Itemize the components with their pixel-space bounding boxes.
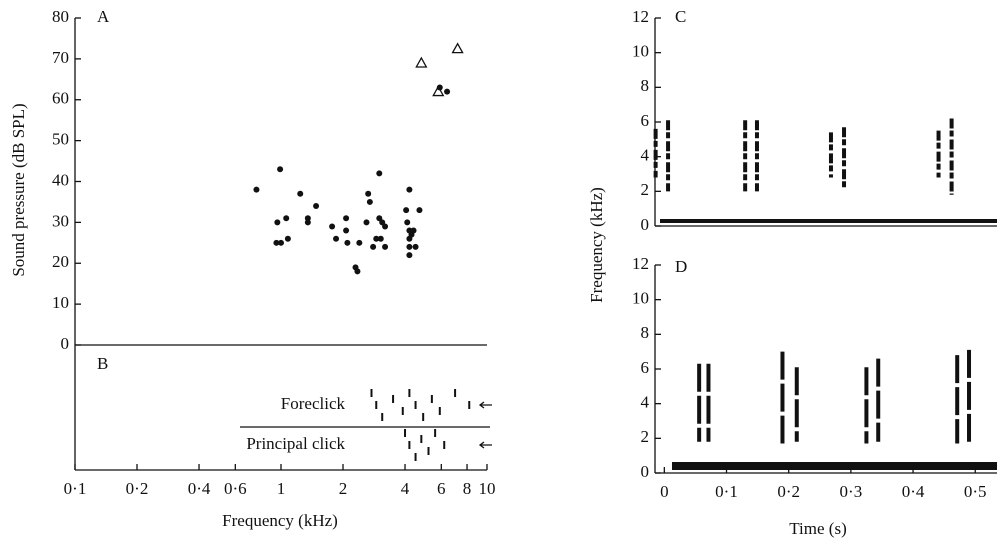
dot-point	[410, 227, 417, 234]
dot-point	[412, 243, 419, 250]
y-tick-label: 4	[641, 393, 650, 412]
triangle-point	[415, 56, 428, 68]
dot-point	[363, 219, 370, 226]
panel-label: C	[675, 7, 686, 26]
noise-band	[660, 219, 997, 223]
dot-point	[356, 239, 363, 246]
dot-point	[273, 239, 280, 246]
dot-point	[313, 203, 320, 210]
x-tick-label: 0·4	[902, 482, 925, 501]
dot-point	[365, 190, 372, 197]
dot-point	[376, 170, 383, 177]
dot-point	[343, 227, 350, 234]
dot-point	[406, 186, 413, 193]
y-axis-label: Frequency (kHz)	[587, 187, 606, 303]
panel-label: D	[675, 257, 687, 276]
dot-point	[253, 186, 260, 193]
y-tick-label: 6	[641, 111, 650, 130]
dot-point	[382, 223, 389, 230]
dot-point	[283, 215, 290, 222]
row-label: Foreclick	[281, 394, 346, 413]
y-tick-label: 60	[52, 89, 69, 108]
y-tick-label: 70	[52, 48, 69, 67]
x-tick-label: 0·1	[64, 479, 87, 498]
y-tick-label: 50	[52, 130, 69, 149]
dot-point	[344, 239, 351, 246]
y-tick-label: 2	[641, 427, 650, 446]
dot-point	[278, 239, 284, 246]
x-tick-label: 0	[660, 482, 669, 501]
x-tick-label: 0·2	[777, 482, 800, 501]
x-tick-label: 0·6	[224, 479, 247, 498]
dot-point	[304, 219, 311, 226]
triangle-point	[451, 42, 464, 54]
x-tick-label: 6	[437, 479, 446, 498]
y-tick-label: 10	[632, 42, 649, 61]
dot-point	[329, 223, 336, 230]
x-tick-label: 0·3	[840, 482, 863, 501]
y-axis-label: Sound pressure (dB SPL)	[9, 103, 28, 276]
x-tick-label: 2	[339, 479, 348, 498]
x-tick-label: 4	[401, 479, 410, 498]
noise-band	[672, 462, 997, 470]
y-tick-label: 30	[52, 211, 69, 230]
y-tick-label: 8	[641, 76, 650, 95]
y-tick-label: 40	[52, 170, 69, 189]
x-tick-label: 0·1	[715, 482, 738, 501]
y-tick-label: 10	[632, 289, 649, 308]
arrow	[478, 401, 492, 409]
triangle-point	[432, 85, 445, 97]
dot-point	[416, 207, 423, 214]
panel-label: B	[97, 354, 108, 373]
x-tick-label: 0·5	[964, 482, 987, 501]
dot-point	[406, 252, 413, 259]
dot-point	[297, 190, 304, 197]
x-tick-label: 1	[277, 479, 286, 498]
dot-point	[343, 215, 350, 222]
x-tick-label: 8	[463, 479, 472, 498]
x-axis-label: Time (s)	[789, 519, 846, 538]
arrow	[478, 441, 492, 449]
x-axis-label: Frequency (kHz)	[222, 511, 338, 530]
y-tick-label: 20	[52, 252, 69, 271]
dot-point	[354, 268, 361, 275]
y-tick-label: 12	[632, 7, 649, 26]
y-tick-label: 10	[52, 293, 69, 312]
dot-point	[333, 235, 340, 242]
dot-point	[404, 219, 411, 226]
y-tick-label: 4	[641, 146, 650, 165]
dot-point	[382, 243, 389, 250]
y-tick-label: 80	[52, 7, 69, 26]
dot-point	[366, 198, 373, 205]
y-tick-label: 6	[641, 358, 650, 377]
dot-point	[370, 243, 377, 250]
panel-label: A	[97, 7, 110, 26]
y-tick-label: 8	[641, 323, 650, 342]
dot-point	[406, 243, 413, 250]
dot-point	[377, 235, 384, 242]
x-tick-label: 10	[479, 479, 496, 498]
y-tick-label: 0	[641, 215, 650, 234]
dot-point	[444, 88, 451, 95]
y-tick-label: 0	[61, 334, 70, 353]
x-tick-label: 0·2	[126, 479, 149, 498]
row-label: Principal click	[246, 434, 345, 453]
y-tick-label: 12	[632, 254, 649, 273]
dot-point	[403, 207, 410, 214]
y-tick-label: 2	[641, 180, 650, 199]
dot-point	[277, 166, 284, 173]
x-tick-label: 0·4	[188, 479, 211, 498]
dot-point	[284, 235, 291, 242]
dot-point	[373, 235, 380, 242]
dot-point	[274, 219, 281, 226]
y-tick-label: 0	[641, 462, 650, 481]
